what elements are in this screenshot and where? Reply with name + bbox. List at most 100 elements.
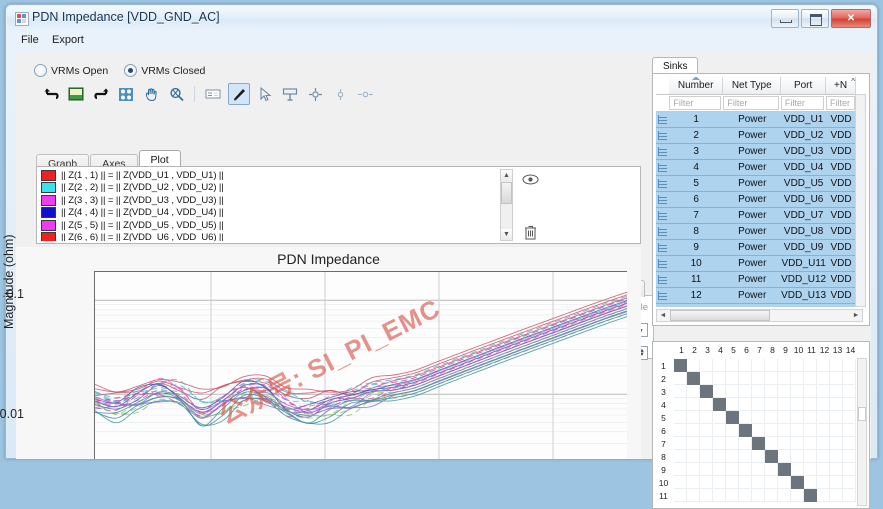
save-image-icon[interactable] [66, 84, 86, 104]
matrix-cell[interactable] [674, 411, 687, 424]
matrix-cell[interactable] [739, 385, 752, 398]
matrix-cell[interactable] [765, 476, 778, 489]
matrix-cell[interactable] [830, 372, 843, 385]
matrix-cell[interactable] [804, 437, 817, 450]
matrix-cell[interactable] [726, 437, 739, 450]
matrix-cell[interactable] [739, 489, 752, 502]
series-color-swatch[interactable] [41, 182, 56, 193]
matrix-cell[interactable] [700, 476, 713, 489]
matrix-cell[interactable] [752, 437, 765, 450]
scrollbar-thumb[interactable] [501, 182, 512, 204]
matrix-cell[interactable] [739, 463, 752, 476]
matrix-cell[interactable] [674, 476, 687, 489]
matrix-cell[interactable] [817, 450, 830, 463]
matrix-row-header[interactable]: 5 [661, 413, 666, 423]
matrix-cell[interactable] [817, 437, 830, 450]
matrix-cell[interactable] [791, 359, 804, 372]
matrix-cell[interactable] [752, 359, 765, 372]
row-handle-icon[interactable] [656, 179, 669, 188]
table-row[interactable]: 1 Power VDD_U1 VDD [656, 112, 856, 128]
matrix-cell[interactable] [687, 424, 700, 437]
matrix-cell[interactable] [817, 372, 830, 385]
matrix-row-header[interactable]: 11 [659, 491, 668, 501]
table-row[interactable]: 12 Power VDD_U13 VDD [656, 288, 856, 304]
row-handle-icon[interactable] [656, 259, 669, 268]
table-row[interactable]: 9 Power VDD_U9 VDD [656, 240, 856, 256]
row-handle-icon[interactable] [656, 211, 669, 220]
matrix-cell[interactable] [765, 437, 778, 450]
matrix-cell[interactable] [687, 489, 700, 502]
matrix-cell[interactable] [726, 359, 739, 372]
matrix-cell[interactable] [752, 398, 765, 411]
matrix-cell[interactable] [713, 437, 726, 450]
matrix-cell[interactable] [843, 489, 856, 502]
matrix-cell[interactable] [843, 437, 856, 450]
stepper-up-icon[interactable]: ▲ [639, 348, 645, 354]
matrix-column-header[interactable]: 9 [783, 345, 788, 355]
matrix-cell[interactable] [804, 489, 817, 502]
matrix-cell[interactable] [817, 411, 830, 424]
matrix-cell[interactable] [765, 359, 778, 372]
matrix-cell[interactable] [791, 398, 804, 411]
trash-icon[interactable] [521, 223, 539, 241]
edit-line-icon[interactable] [228, 83, 250, 105]
matrix-cell[interactable] [674, 450, 687, 463]
table-row[interactable]: 8 Power VDD_U8 VDD [656, 224, 856, 240]
matrix-cell[interactable] [713, 385, 726, 398]
select-arrow-icon[interactable] [255, 84, 275, 104]
matrix-cell[interactable] [817, 463, 830, 476]
matrix-cell[interactable] [713, 489, 726, 502]
matrix-row-header[interactable]: 7 [661, 439, 666, 449]
matrix-cell[interactable] [830, 398, 843, 411]
undo-icon[interactable] [41, 84, 61, 104]
matrix-cell[interactable] [817, 359, 830, 372]
matrix-cell[interactable] [674, 489, 687, 502]
series-list-item[interactable]: || Z(4 , 4) || = || Z(VDD_U4 , VDD_U4) |… [41, 207, 489, 219]
matrix-row-header[interactable]: 3 [661, 387, 666, 397]
matrix-cell[interactable] [778, 398, 791, 411]
matrix-cell[interactable] [752, 476, 765, 489]
scroll-up-icon[interactable]: ▲ [501, 170, 512, 181]
matrix-column-header[interactable]: 10 [793, 345, 804, 355]
matrix-cell[interactable] [843, 359, 856, 372]
matrix-cell[interactable] [791, 437, 804, 450]
matrix-cell[interactable] [739, 372, 752, 385]
matrix-scroll-thumb[interactable] [858, 407, 866, 421]
matrix-cell[interactable] [752, 463, 765, 476]
matrix-cell[interactable] [700, 463, 713, 476]
matrix-cell[interactable] [778, 372, 791, 385]
matrix-cell[interactable] [804, 424, 817, 437]
row-handle-icon[interactable] [656, 291, 669, 300]
matrix-cell[interactable] [778, 359, 791, 372]
matrix-cell[interactable] [765, 385, 778, 398]
matrix-cell[interactable] [791, 476, 804, 489]
menu-item-file[interactable]: File [21, 34, 39, 46]
filter-input[interactable]: Filter [723, 96, 779, 110]
matrix-cell[interactable] [687, 450, 700, 463]
table-row[interactable]: 4 Power VDD_U4 VDD [656, 160, 856, 176]
sinks-vertical-scrollbar[interactable] [855, 94, 866, 307]
legend-icon[interactable] [203, 84, 223, 104]
matrix-cell[interactable] [791, 385, 804, 398]
series-list[interactable]: || Z(1 , 1) || = || Z(VDD_U1 , VDD_U1) |… [39, 169, 489, 241]
matrix-cell[interactable] [843, 463, 856, 476]
series-list-item[interactable]: || Z(6 , 6) || = || Z(VDD_U6 , VDD_U6) |… [41, 232, 489, 241]
matrix-cell[interactable] [726, 476, 739, 489]
matrix-cell[interactable] [752, 424, 765, 437]
matrix-cell[interactable] [817, 385, 830, 398]
eye-icon[interactable] [521, 171, 539, 187]
zoom-region-icon[interactable] [166, 84, 186, 104]
matrix-cell[interactable] [713, 411, 726, 424]
row-handle-icon[interactable] [656, 131, 669, 140]
matrix-cell[interactable] [804, 450, 817, 463]
matrix-column-header[interactable]: 14 [845, 345, 856, 355]
matrix-cell[interactable] [778, 450, 791, 463]
matrix-cell[interactable] [843, 411, 856, 424]
radio-vrms-closed[interactable]: VRMs Closed [124, 64, 205, 77]
title-bar[interactable]: PDN Impedance [VDD_GND_AC] ✕ [7, 6, 876, 31]
pan-hand-icon[interactable] [141, 84, 161, 104]
tab-sinks[interactable]: Sinks [652, 57, 699, 76]
matrix-cell[interactable] [843, 372, 856, 385]
scroll-left-icon[interactable]: ◄ [659, 312, 667, 319]
matrix-cell[interactable] [752, 385, 765, 398]
